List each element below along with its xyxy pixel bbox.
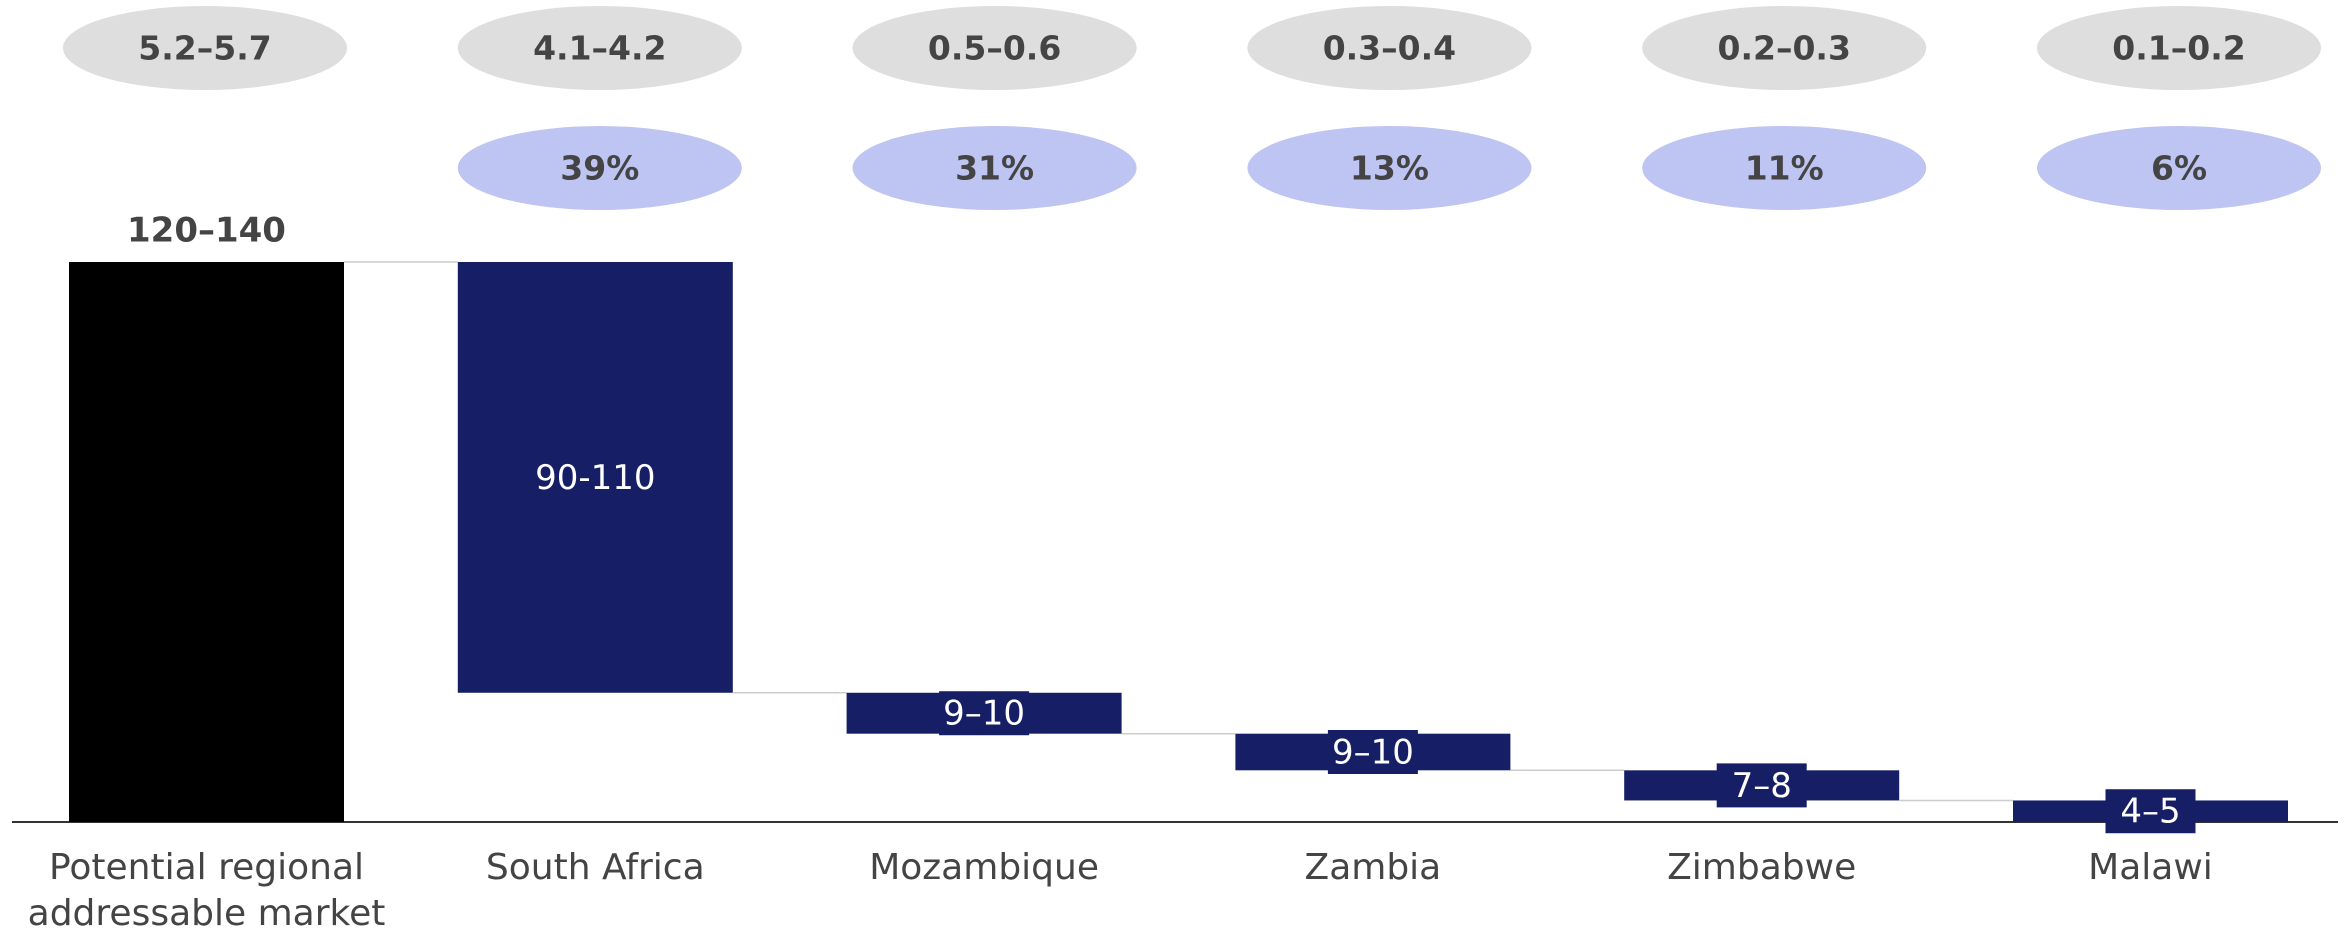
- share-label: 6%: [2151, 149, 2207, 188]
- value-label: 90-110: [535, 458, 655, 498]
- range-label: 5.2–5.7: [138, 29, 271, 68]
- share-label: 39%: [560, 149, 639, 188]
- category-label: Zimbabwe: [1552, 845, 1972, 891]
- category-label: Malawi: [1941, 845, 2346, 891]
- range-label: 4.1–4.2: [533, 29, 666, 68]
- category-label: Potential regional addressable market: [17, 845, 397, 937]
- value-label: 4–5: [2120, 792, 2180, 832]
- range-label: 0.5–0.6: [928, 29, 1061, 68]
- range-label: 0.1–0.2: [2112, 29, 2245, 68]
- share-label: 11%: [1745, 149, 1824, 188]
- bar: [69, 262, 344, 822]
- value-label: 9–10: [1332, 733, 1414, 773]
- category-label: Zambia: [1163, 845, 1583, 891]
- value-label: 9–10: [943, 694, 1025, 734]
- value-label: 120–140: [127, 211, 286, 251]
- share-label: 31%: [955, 149, 1034, 188]
- value-label: 7–8: [1732, 766, 1792, 806]
- range-label: 0.3–0.4: [1323, 29, 1456, 68]
- category-label: South Africa: [385, 845, 805, 891]
- share-label: 13%: [1350, 149, 1429, 188]
- category-label: Mozambique: [774, 845, 1194, 891]
- range-label: 0.2–0.3: [1717, 29, 1850, 68]
